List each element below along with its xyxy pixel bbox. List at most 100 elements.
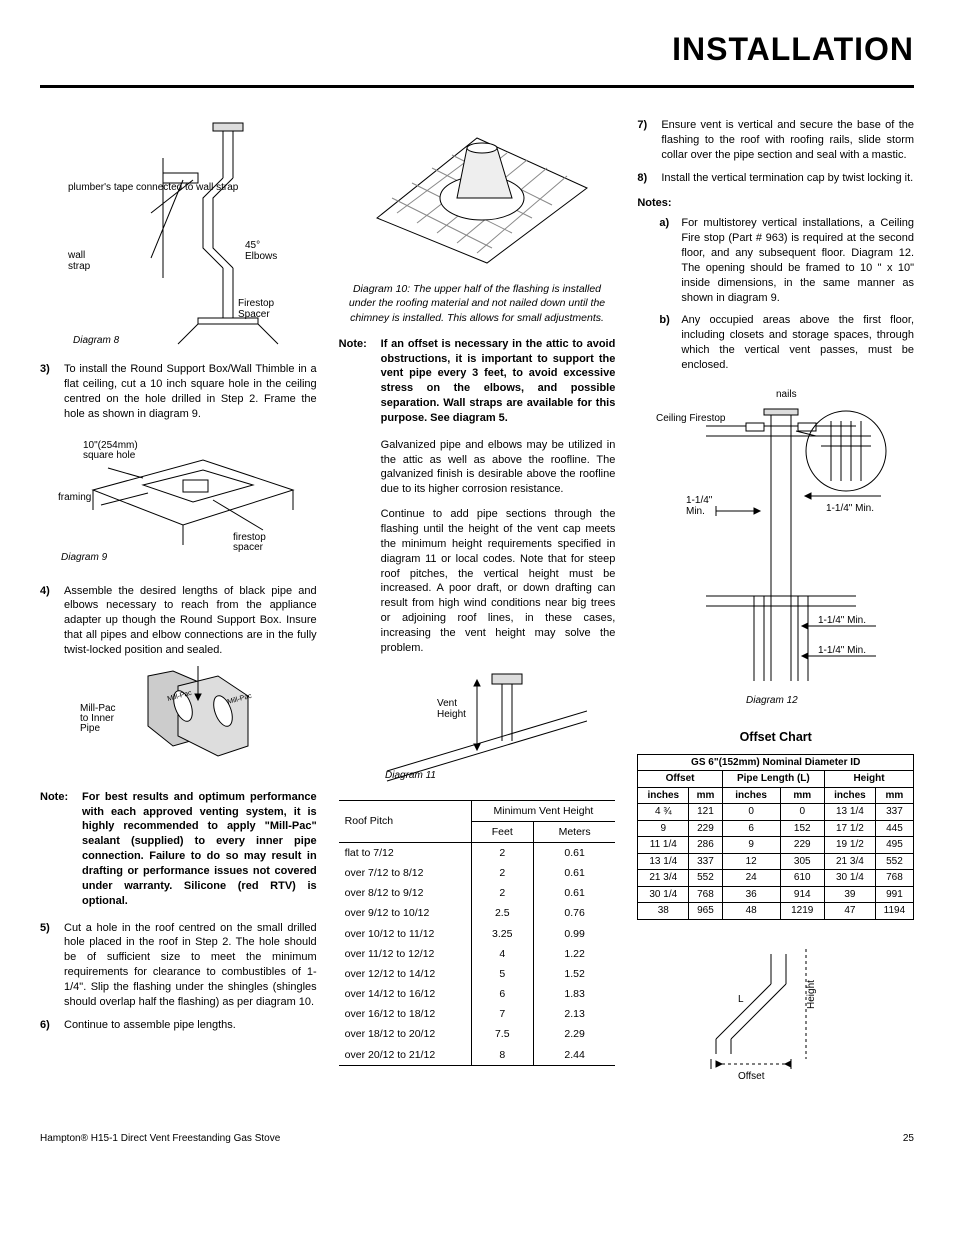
svg-text:Mill-Pacto InnerPipe: Mill-Pacto InnerPipe: [80, 703, 116, 734]
svg-text:45°Elbows: 45°Elbows: [245, 240, 277, 262]
footer-left: Hampton® H15-1 Direct Vent Freestanding …: [40, 1132, 280, 1146]
table-row: over 11/12 to 12/1241.22: [339, 944, 616, 964]
table-row: over 7/12 to 8/1220.61: [339, 863, 616, 883]
notes-heading: Notes:: [637, 196, 914, 211]
svg-text:Offset: Offset: [738, 1071, 765, 1082]
svg-text:1-1/4" Min.: 1-1/4" Min.: [818, 615, 866, 626]
col-inches: inches: [824, 787, 875, 804]
svg-text:Height: Height: [806, 980, 817, 1009]
step-num: 6): [40, 1018, 64, 1033]
step-body: Assemble the desired lengths of black pi…: [64, 584, 317, 658]
table-row: over 18/12 to 20/127.52.29: [339, 1024, 616, 1044]
step-body: To install the Round Support Box/Wall Th…: [64, 362, 317, 421]
svg-text:10"(254mm)square hole: 10"(254mm)square hole: [83, 440, 138, 461]
step-5: 5) Cut a hole in the roof centred on the…: [40, 921, 317, 1010]
note-a: a) For multistorey vertical installation…: [659, 216, 914, 305]
step-6: 6) Continue to assemble pipe lengths.: [40, 1018, 317, 1033]
table-row: over 8/12 to 9/1220.61: [339, 883, 616, 903]
offset-diagram: L Height Offset: [637, 934, 914, 1084]
svg-text:Diagram 8: Diagram 8: [73, 335, 120, 346]
note-best-results: Note: For best results and optimum perfo…: [40, 790, 317, 909]
note-body: If an offset is necessary in the attic t…: [381, 337, 616, 426]
note-label: Note:: [339, 337, 381, 426]
para-continue: Continue to add pipe sections through th…: [381, 507, 616, 655]
page-footer: Hampton® H15-1 Direct Vent Freestanding …: [40, 1132, 914, 1146]
col-offset: Offset: [638, 771, 722, 788]
step-3: 3) To install the Round Support Box/Wall…: [40, 362, 317, 421]
note-body: For multistorey vertical installations, …: [681, 216, 914, 305]
col-mm: mm: [689, 787, 723, 804]
step-body: Ensure vent is vertical and secure the b…: [661, 118, 914, 163]
diagram-8: plumber's tape connected to wall strap w…: [40, 118, 317, 348]
note-body: Any occupied areas above the first floor…: [681, 313, 914, 372]
note-label: a): [659, 216, 681, 305]
step-num: 4): [40, 584, 64, 658]
svg-text:nails: nails: [776, 389, 797, 400]
table-row: flat to 7/1220.61: [339, 842, 616, 863]
page-title: INSTALLATION: [40, 28, 914, 71]
table-row: over 10/12 to 11/123.250.99: [339, 924, 616, 944]
horizontal-rule: [40, 85, 914, 88]
table-row: over 16/12 to 18/1272.13: [339, 1004, 616, 1024]
svg-text:Diagram 11: Diagram 11: [385, 770, 436, 781]
svg-text:firestopspacer: firestopspacer: [233, 532, 266, 553]
table-row: 21 3/45522461030 1/4768: [638, 870, 914, 887]
note-b: b) Any occupied areas above the first fl…: [659, 313, 914, 372]
svg-text:framing: framing: [58, 492, 91, 503]
para-galvanized: Galvanized pipe and elbows may be utiliz…: [381, 438, 616, 497]
step-body: Install the vertical termination cap by …: [661, 171, 914, 186]
table-row: over 20/12 to 21/1282.44: [339, 1045, 616, 1066]
table-row: 11 1/4286922919 1/2495: [638, 837, 914, 854]
column-1: plumber's tape connected to wall strap w…: [40, 110, 317, 1098]
col-mvh: Minimum Vent Height: [471, 800, 615, 821]
step-num: 3): [40, 362, 64, 421]
table-row: over 9/12 to 10/122.50.76: [339, 903, 616, 923]
note-label: Note:: [40, 790, 82, 909]
step-7: 7) Ensure vent is vertical and secure th…: [637, 118, 914, 163]
step-8: 8) Install the vertical termination cap …: [637, 171, 914, 186]
col-feet: Feet: [471, 821, 533, 842]
diagram-9: 10"(254mm)square hole framing firestopsp…: [40, 430, 317, 570]
column-3: 7) Ensure vent is vertical and secure th…: [637, 110, 914, 1098]
note-body: For best results and optimum performance…: [82, 790, 317, 909]
step-4: 4) Assemble the desired lengths of black…: [40, 584, 317, 658]
table-row: 30 1/47683691439991: [638, 886, 914, 903]
step-body: Cut a hole in the roof centred on the sm…: [64, 921, 317, 1010]
step-num: 7): [637, 118, 661, 163]
col-pitch: Roof Pitch: [339, 800, 471, 842]
diagram-12: nails Ceiling Firestop 1-1/4"Min. 1-1/4"…: [637, 381, 914, 711]
step-body: Continue to assemble pipe lengths.: [64, 1018, 317, 1033]
svg-text:plumber's tape connected to wa: plumber's tape connected to wall strap: [68, 182, 239, 193]
svg-text:wallstrap: wallstrap: [67, 250, 91, 272]
offset-table: GS 6"(152mm) Nominal Diameter ID Offset …: [637, 754, 914, 920]
offset-table-header: GS 6"(152mm) Nominal Diameter ID: [638, 754, 914, 771]
svg-text:1-1/4"Min.: 1-1/4"Min.: [686, 495, 713, 517]
table-row: over 14/12 to 16/1261.83: [339, 984, 616, 1004]
column-2: Diagram 10: The upper half of the flashi…: [339, 110, 616, 1098]
table-row: 38965481219471194: [638, 903, 914, 920]
svg-text:L: L: [738, 994, 744, 1005]
svg-text:VentHeight: VentHeight: [437, 698, 466, 720]
table-row: over 12/12 to 14/1251.52: [339, 964, 616, 984]
columns: plumber's tape connected to wall strap w…: [40, 110, 914, 1098]
svg-text:1-1/4" Min.: 1-1/4" Min.: [826, 503, 874, 514]
table-row: 4 ¾1210013 1/4337: [638, 804, 914, 821]
svg-text:Ceiling Firestop: Ceiling Firestop: [656, 413, 726, 424]
note-label: b): [659, 313, 681, 372]
step-num: 5): [40, 921, 64, 1010]
col-pipe: Pipe Length (L): [722, 771, 824, 788]
col-meters: Meters: [533, 821, 615, 842]
table-row: 13 1/43371230521 3/4552: [638, 853, 914, 870]
diagram-10: [339, 118, 616, 268]
svg-text:1-1/4" Min.: 1-1/4" Min.: [818, 645, 866, 656]
note-offset: Note: If an offset is necessary in the a…: [339, 337, 616, 426]
col-inches: inches: [722, 787, 780, 804]
vent-height-table: Roof Pitch Minimum Vent Height Feet Mete…: [339, 800, 616, 1066]
col-inches: inches: [638, 787, 689, 804]
svg-text:Diagram 9: Diagram 9: [61, 552, 108, 563]
col-mm: mm: [780, 787, 824, 804]
col-mm: mm: [875, 787, 913, 804]
svg-text:FirestopSpacer: FirestopSpacer: [238, 298, 275, 320]
diagram-11: VentHeight Diagram 11: [339, 666, 616, 786]
diagram-millpac: Mill-Pacto InnerPipe Mill-Pac Mill-Pac: [40, 666, 317, 776]
